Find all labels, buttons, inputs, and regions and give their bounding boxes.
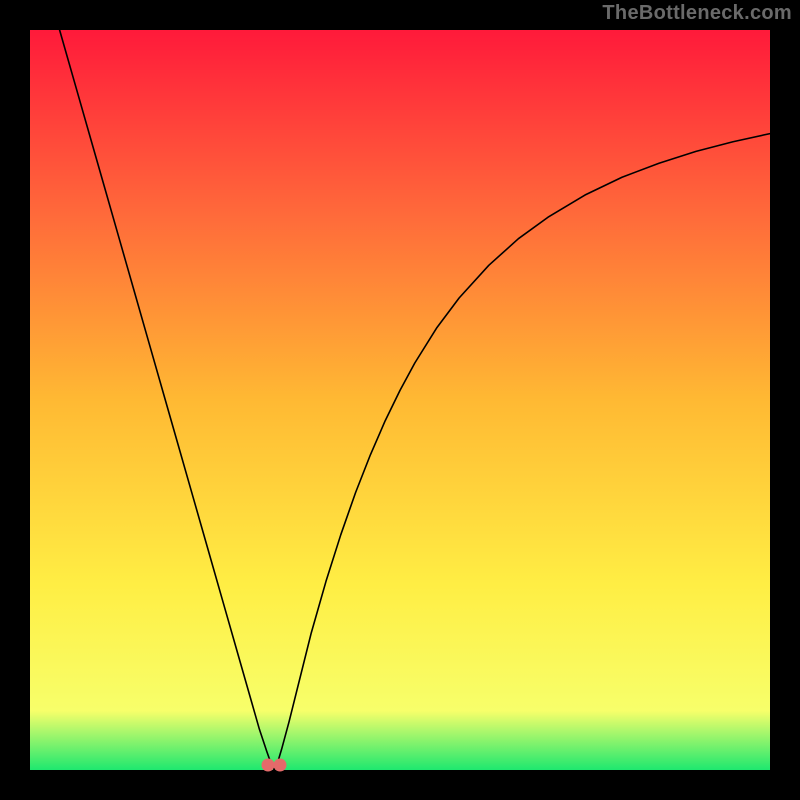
chart-frame: TheBottleneck.com bbox=[0, 0, 800, 800]
bottleneck-curve bbox=[60, 30, 770, 770]
curve-layer bbox=[0, 0, 800, 800]
watermark-text: TheBottleneck.com bbox=[602, 2, 792, 25]
minimum-marker bbox=[274, 758, 287, 771]
